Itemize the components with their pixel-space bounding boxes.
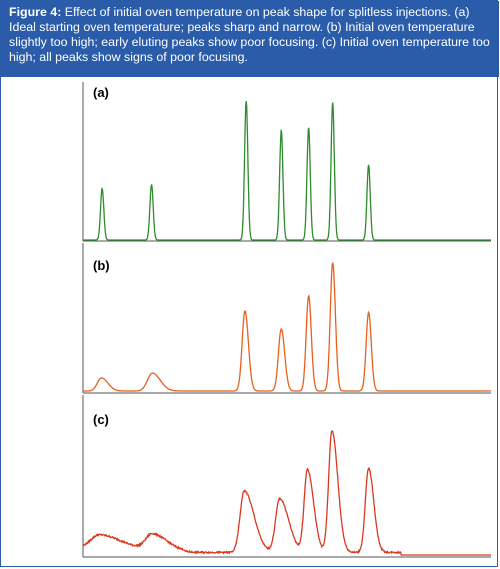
panel-c-label: (c) xyxy=(93,412,109,427)
panel-a-trace xyxy=(83,100,491,241)
caption-label: Figure 4: xyxy=(9,5,62,19)
panel-b: (b) xyxy=(82,243,491,394)
panel-a-label: (a) xyxy=(93,85,109,100)
figure-caption: Figure 4: Effect of initial oven tempera… xyxy=(1,1,499,77)
panel-c: (c) xyxy=(82,395,491,558)
panel-b-label: (b) xyxy=(93,258,110,273)
panel-a: (a) xyxy=(82,82,491,242)
panel-b-trace xyxy=(83,262,491,392)
panel-c-trace xyxy=(82,429,491,556)
chromatogram-panels: (a) (b) (c) xyxy=(82,82,491,558)
caption-text: Effect of initial oven temperature on pe… xyxy=(9,5,490,64)
